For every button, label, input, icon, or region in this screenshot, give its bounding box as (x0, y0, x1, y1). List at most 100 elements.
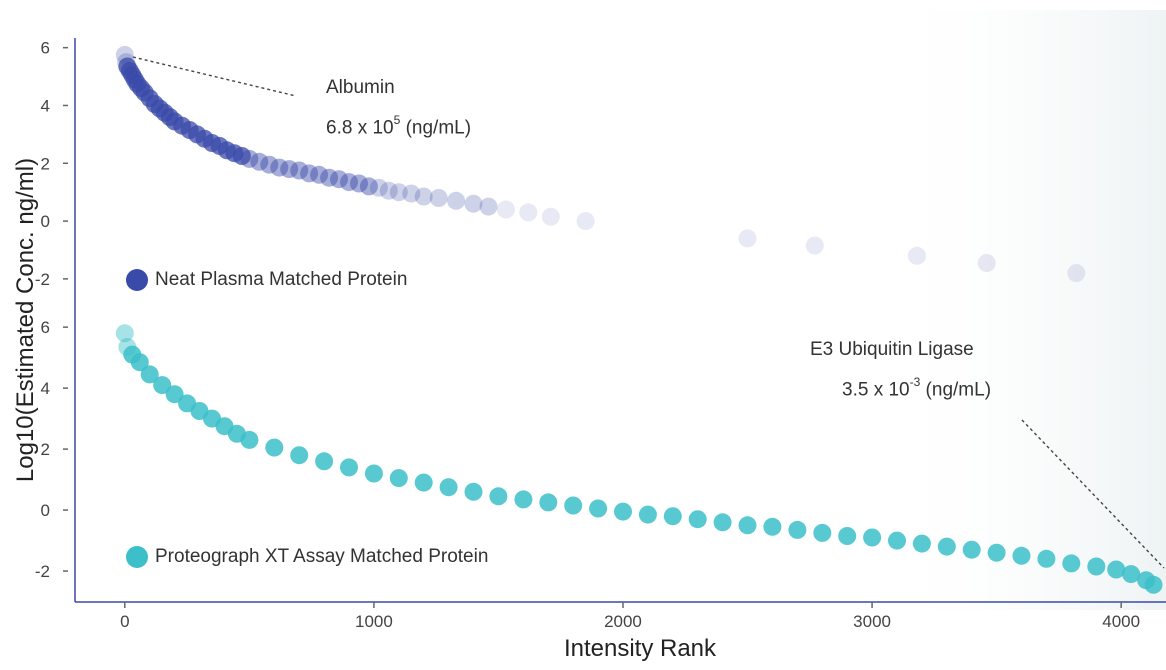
proteograph-data-point (888, 531, 906, 550)
proteograph-data-point (813, 523, 832, 542)
e3-conc-base: 3.5 x 10 (842, 379, 910, 401)
neat-plasma-data-point (320, 168, 339, 187)
neat-plasma-data-point (541, 207, 560, 226)
proteograph-data-point (589, 499, 608, 518)
x-tick-label: 3000 (853, 612, 891, 631)
proteograph-data-point (912, 534, 931, 553)
ticks-layer: 6 4 2 0 -2 6 4 2 0 -2 0 1000 2000 3000 4000 (35, 39, 1140, 631)
neat-plasma-data-point (464, 194, 483, 213)
proteograph-data-point (1012, 546, 1031, 565)
proteograph-data-point (962, 540, 981, 559)
proteograph-data-point (414, 473, 433, 492)
neat-plasma-data-point (260, 155, 279, 174)
albumin-conc-base: 6.8 x 10 (326, 117, 394, 139)
proteograph-data-point (315, 452, 334, 471)
proteograph-data-point (738, 516, 757, 535)
e3-leader-line (1021, 419, 1165, 569)
albumin-conc-exponent: 5 (393, 113, 401, 127)
neat-plasma-data-point (250, 152, 269, 171)
y-tick-label: 6 (41, 39, 50, 58)
neat-plasma-data-point (359, 177, 378, 196)
neat-plasma-data-point (977, 254, 996, 272)
neat-plasma-data-point (350, 174, 368, 193)
neat-plasma-data-point (447, 191, 466, 210)
proteograph-data-point (1087, 557, 1106, 576)
points-layer (115, 45, 1163, 594)
y-tick-label: 0 (41, 212, 50, 231)
proteograph-data-point (265, 438, 284, 457)
proteograph-data-point (439, 478, 458, 497)
neat-plasma-data-point (519, 203, 538, 222)
neat-plasma-data-point (379, 181, 398, 200)
proteograph-data-point (130, 353, 149, 372)
proteograph-data-point (1107, 560, 1126, 579)
neat-plasma-data-point (389, 183, 408, 202)
legend-label-proteograph: Proteograph XT Assay Matched Protein (155, 546, 489, 567)
neat-plasma-data-point (330, 170, 348, 189)
neat-plasma-data-point (270, 158, 289, 177)
proteograph-data-point (240, 430, 259, 449)
proteograph-data-point (340, 458, 358, 477)
proteograph-data-point (937, 537, 956, 556)
x-tick-label: 4000 (1102, 612, 1140, 631)
proteograph-data-point (364, 464, 383, 483)
proteograph-data-point (1122, 565, 1141, 584)
x-tick-label: 2000 (604, 612, 642, 631)
neat-plasma-data-point (479, 197, 498, 216)
proteograph-data-point (614, 502, 632, 521)
e3-name-label: E3 Ubiquitin Ligase (810, 339, 974, 360)
legend-label-neat-plasma: Neat Plasma Matched Protein (155, 269, 408, 290)
proteograph-data-point (1037, 549, 1056, 568)
proteograph-data-point (153, 376, 172, 395)
proteograph-data-point (140, 365, 159, 384)
x-tick-label: 0 (120, 612, 129, 631)
albumin-concentration-label: 6.8 x 105 (ng/mL) (326, 111, 471, 139)
proteograph-data-point (389, 469, 408, 488)
proteograph-data-point (464, 482, 483, 501)
neat-plasma-data-point (738, 229, 757, 248)
y-tick-label: 0 (41, 501, 50, 520)
proteograph-data-point (713, 513, 732, 532)
proteograph-data-point (663, 507, 682, 526)
legend-marker-proteograph (126, 546, 148, 568)
proteograph-data-point (987, 543, 1006, 562)
e3-conc-unit: (ng/mL) (920, 379, 992, 401)
proteograph-data-point (514, 490, 533, 509)
neat-plasma-data-point (340, 173, 358, 192)
proteograph-data-point (1062, 554, 1081, 573)
axes-layer (74, 38, 1166, 603)
y-axis-title: Log10(Estimated Conc. ng/ml) (12, 158, 39, 482)
y-tick-label: -2 (35, 270, 50, 289)
proteograph-data-point (539, 493, 558, 512)
x-axis-title: Intensity Rank (564, 635, 717, 662)
y-tick-label: 2 (41, 440, 50, 459)
neat-plasma-data-point (414, 187, 433, 206)
e3-concentration-label: 3.5 x 10-3 (ng/mL) (842, 373, 991, 401)
neat-plasma-data-point (907, 246, 926, 265)
neat-plasma-data-point (402, 184, 421, 203)
proteograph-data-point (788, 520, 807, 539)
proteograph-data-point (564, 496, 583, 515)
albumin-conc-unit: (ng/mL) (400, 117, 472, 139)
neat-plasma-data-point (369, 178, 388, 197)
proteograph-data-point (115, 324, 134, 343)
neat-plasma-data-point (232, 147, 251, 165)
neat-plasma-data-point (1067, 264, 1086, 283)
neat-plasma-data-point (240, 149, 259, 168)
proteograph-data-point (763, 517, 782, 536)
proteograph-data-point (489, 487, 508, 506)
proteograph-data-point (290, 446, 309, 465)
neat-plasma-data-point (576, 212, 595, 231)
neat-plasma-data-point (429, 189, 448, 207)
proteograph-data-point (688, 510, 707, 529)
y-tick-label: 2 (41, 154, 50, 173)
y-tick-label: 6 (41, 318, 50, 337)
albumin-name-label: Albumin (326, 77, 395, 98)
background-fade (880, 10, 1166, 610)
neat-plasma-data-point (805, 236, 824, 255)
neat-plasma-data-point (300, 164, 319, 183)
legend-marker-neat-plasma (126, 269, 148, 291)
e3-conc-exponent: -3 (909, 375, 921, 389)
